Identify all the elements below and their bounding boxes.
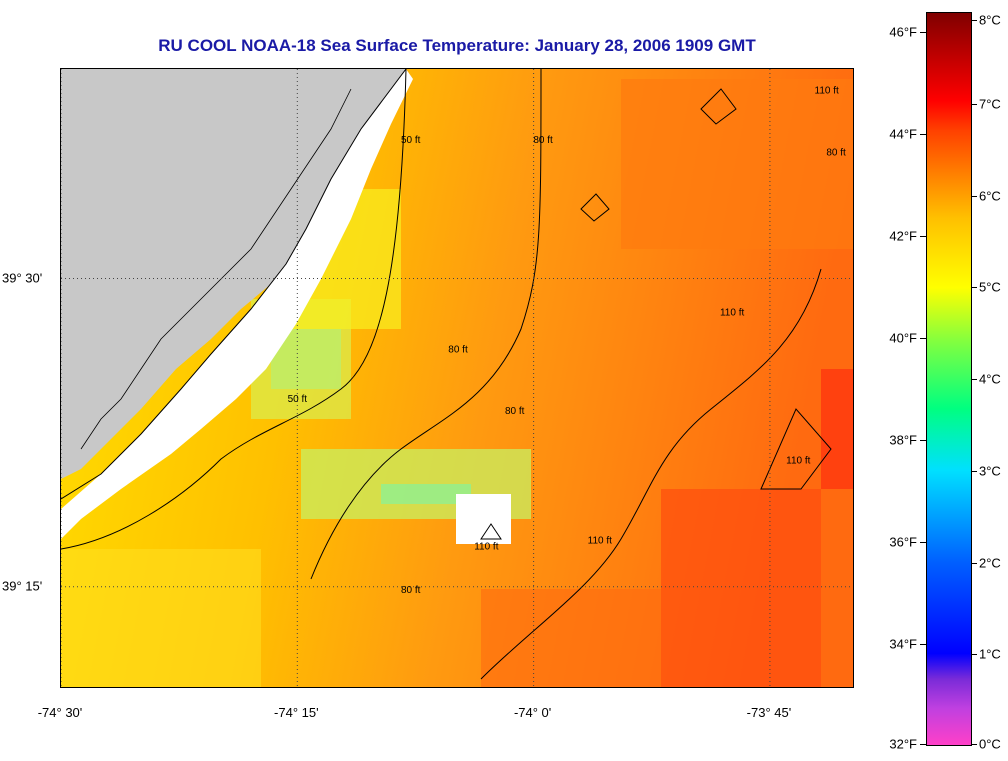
contour-label: 110 ft <box>815 86 839 97</box>
colorbar-tick <box>972 654 977 656</box>
contour-label: 80 ft <box>401 585 421 596</box>
colorbar-tick <box>920 644 926 646</box>
colorbar-fahrenheit-label: 44°F <box>889 126 917 142</box>
colorbar-celsius-label: 6°C <box>979 188 1001 203</box>
contour-label: 110 ft <box>588 536 612 547</box>
colorbar-tick <box>920 542 926 544</box>
colorbar-fahrenheit-label: 34°F <box>889 636 917 652</box>
colorbar-celsius-label: 7°C <box>979 96 1001 112</box>
colorbar-tick <box>972 195 977 197</box>
graticule <box>61 69 853 687</box>
colorbar-fahrenheit-label: 32°F <box>889 736 917 752</box>
contour-label-group: 50 ft 50 ft 80 ft 80 ft 80 ft 80 ft 80 ft 110 f… <box>288 86 846 596</box>
colorbar-tick <box>920 338 926 340</box>
colorbar-tick <box>972 470 977 472</box>
longitude-label: -73° 45' <box>746 705 792 720</box>
colorbar-celsius-label: 5°C <box>979 279 1001 295</box>
colorbar-tick <box>972 379 977 380</box>
colorbar-tick <box>920 236 926 238</box>
colorbar-fahrenheit-label: 42°F <box>889 228 917 244</box>
latitude-label: 39° 15' <box>2 578 43 594</box>
colorbar-tick <box>972 103 977 105</box>
colorbar-fahrenheit-label: 46°F <box>889 24 917 40</box>
contour-label: 50 ft <box>288 394 308 405</box>
colorbar-tick <box>972 287 977 289</box>
latitude-label: 39° 30' <box>2 270 43 286</box>
depth-contours <box>61 69 832 680</box>
land-mass <box>61 69 413 539</box>
contour-label: 110 ft <box>786 455 810 466</box>
longitude-label: -74° 30' <box>37 705 83 720</box>
colorbar-fahrenheit-label: 38°F <box>889 432 917 448</box>
colorbar-celsius-label: 4°C <box>979 371 1001 387</box>
colorbar-tick <box>972 20 977 21</box>
colorbar-tick <box>920 744 926 745</box>
colorbar-fahrenheit-label: 40°F <box>889 330 917 346</box>
sst-map: 50 ft 50 ft 80 ft 80 ft 80 ft 80 ft 80 ft 110 f… <box>60 68 854 688</box>
contour-label: 50 ft <box>401 135 421 146</box>
colorbar-celsius-label: 0°C <box>979 736 1001 752</box>
colorbar-tick <box>972 562 977 564</box>
colorbar-tick <box>972 744 977 745</box>
contour-label: 110 ft <box>474 542 498 553</box>
longitude-label: -74° 0' <box>513 705 552 720</box>
colorbar-tick <box>920 440 926 442</box>
colorbar-fahrenheit-label: 36°F <box>889 534 917 550</box>
contour-label: 110 ft <box>720 308 744 319</box>
colorbar-tick <box>920 134 926 136</box>
contour-label: 80 ft <box>826 147 846 158</box>
contour-label: 80 ft <box>533 135 553 146</box>
colorbar-tick <box>920 32 926 34</box>
colorbar-celsius-label: 8°C <box>979 12 1001 28</box>
colorbar-celsius-label: 3°C <box>979 463 1001 479</box>
colorbar-celsius-label: 1°C <box>979 646 1001 662</box>
colorbar-celsius-label: 2°C <box>979 555 1001 570</box>
contour-label: 80 ft <box>505 406 525 417</box>
contour-label: 80 ft <box>448 344 468 355</box>
temperature-colorbar <box>926 12 972 746</box>
longitude-label: -74° 15' <box>274 705 319 720</box>
map-title: RU COOL NOAA-18 Sea Surface Temperature:… <box>158 36 756 55</box>
